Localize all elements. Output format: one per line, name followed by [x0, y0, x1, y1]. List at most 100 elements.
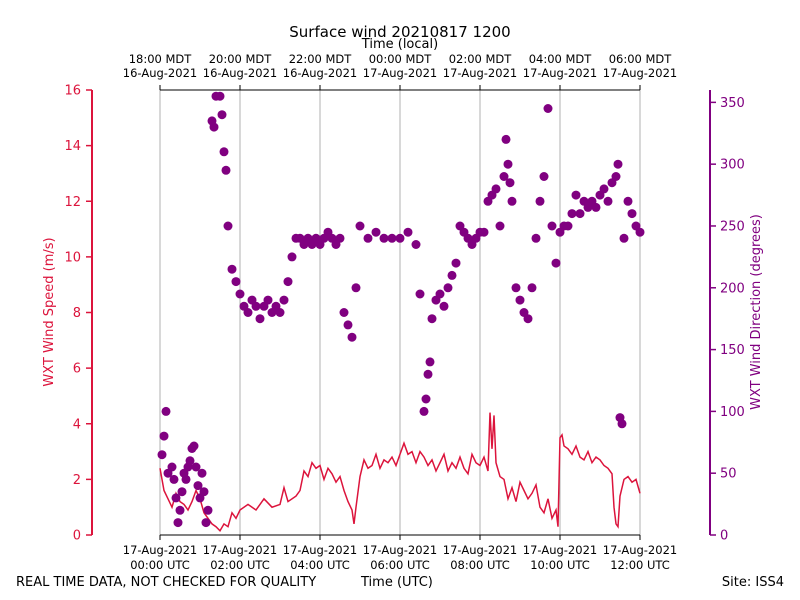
top-x-tick-time: 22:00 MDT [289, 52, 353, 66]
wind-direction-point [363, 233, 373, 243]
bottom-x-tick-date: 17-Aug-2021 [443, 543, 517, 557]
wind-direction-point [351, 283, 361, 293]
wind-direction-point [531, 233, 541, 243]
wind-direction-point [505, 178, 515, 188]
bottom-x-tick-date: 17-Aug-2021 [603, 543, 677, 557]
wind-direction-point [403, 227, 413, 237]
wind-direction-point [439, 301, 449, 311]
wind-direction-point [193, 481, 203, 491]
wind-direction-point [567, 209, 577, 219]
wind-direction-point [235, 289, 245, 299]
wind-direction-point [217, 110, 227, 120]
wind-direction-point [175, 505, 185, 515]
wind-direction-point [171, 493, 181, 503]
axes: 0 2 4 6 8 10 12 14 16 0 50 100 150 200 250 300 350 17-Aug… [64, 52, 744, 572]
bottom-x-axis-label: Time (UTC) [361, 575, 433, 590]
wind-direction-point [539, 172, 549, 181]
wind-direction-point [443, 283, 453, 293]
wind-direction-point [173, 518, 183, 528]
left-y-tick-label: 2 [73, 473, 81, 488]
wind-direction-point [185, 456, 195, 466]
top-x-tick-date: 16-Aug-2021 [283, 66, 357, 80]
wind-direction-point [619, 233, 629, 243]
top-x-axis-label: Time (local) [361, 37, 438, 52]
wind-direction-point [197, 468, 207, 478]
right-y-tick-label: 50 [720, 467, 737, 482]
quality-disclaimer: REAL TIME DATA, NOT CHECKED FOR QUALITY [16, 575, 317, 590]
left-y-tick-label: 4 [73, 417, 81, 432]
right-y-tick-label: 150 [720, 343, 745, 358]
wind-direction-point [159, 431, 169, 441]
bottom-x-tick-time: 00:00 UTC [130, 558, 190, 572]
top-x-tick-date: 17-Aug-2021 [363, 66, 437, 80]
wind-direction-point [515, 295, 525, 305]
wind-direction-point [219, 147, 229, 157]
right-y-tick-label: 350 [720, 96, 745, 111]
left-y-tick-label: 6 [73, 362, 81, 377]
left-y-tick-label: 10 [64, 250, 81, 265]
wind-direction-point [617, 419, 627, 429]
wind-direction-point [283, 277, 293, 287]
wind-direction-point [543, 104, 553, 113]
bottom-x-tick-date: 17-Aug-2021 [123, 543, 197, 557]
wind-direction-point [335, 233, 345, 243]
wind-direction-point [571, 190, 581, 200]
data-series [157, 91, 645, 533]
wind-direction-point [423, 369, 433, 379]
wind-direction-point [387, 233, 397, 243]
wind-direction-point [503, 159, 513, 169]
top-x-tick-date: 16-Aug-2021 [203, 66, 277, 80]
top-x-tick-time: 20:00 MDT [209, 52, 273, 66]
wind-direction-point [527, 283, 537, 293]
bottom-x-tick-date: 17-Aug-2021 [363, 543, 437, 557]
left-y-tick-label: 12 [64, 195, 81, 210]
top-x-tick-time: 02:00 MDT [449, 52, 513, 66]
bottom-x-tick-time: 12:00 UTC [610, 558, 670, 572]
wind-direction-point [491, 184, 501, 194]
bottom-x-tick-time: 04:00 UTC [290, 558, 350, 572]
bottom-x-tick-time: 08:00 UTC [450, 558, 510, 572]
wind-direction-point [231, 277, 241, 287]
wind-direction-point [215, 91, 225, 101]
wind-direction-point [495, 221, 505, 231]
wind-direction-point [635, 227, 645, 237]
wind-direction-point [563, 221, 573, 231]
wind-direction-point [279, 295, 289, 305]
wind-direction-point [221, 165, 231, 175]
bottom-x-tick-time: 06:00 UTC [370, 558, 430, 572]
top-x-tick-time: 18:00 MDT [129, 52, 193, 66]
wind-direction-point [427, 314, 437, 324]
wind-direction-point [479, 227, 489, 237]
wind-direction-point [535, 196, 545, 206]
wind-direction-point [511, 283, 521, 293]
wind-direction-point [447, 270, 457, 280]
wind-direction-point [157, 450, 167, 460]
wind-direction-point [167, 462, 177, 472]
chart-title: Surface wind 20210817 1200 [289, 23, 510, 41]
right-y-tick-label: 0 [720, 529, 728, 544]
wind-direction-point [425, 357, 435, 367]
wind-direction-point [419, 406, 429, 416]
wind-direction-point [191, 462, 201, 472]
right-y-axis-label: WXT Wind Direction (degrees) [749, 214, 764, 410]
wind-direction-point [343, 320, 353, 330]
wind-direction-point [613, 159, 623, 169]
left-y-tick-label: 14 [64, 139, 81, 154]
left-y-tick-label: 16 [64, 84, 81, 99]
wind-direction-point [499, 172, 509, 181]
wind-direction-point [501, 134, 511, 144]
wind-direction-point [451, 258, 461, 268]
wind-direction-point [395, 233, 405, 243]
wind-direction-point [275, 308, 285, 317]
wind-direction-point [287, 252, 297, 262]
wind-direction-point [575, 209, 585, 219]
bottom-x-tick-time: 10:00 UTC [530, 558, 590, 572]
top-x-tick-time: 04:00 MDT [529, 52, 593, 66]
bottom-x-tick-date: 17-Aug-2021 [283, 543, 357, 557]
wind-direction-point [355, 221, 365, 231]
wind-direction-point [371, 227, 381, 237]
wind-direction-point [421, 394, 431, 404]
top-x-tick-date: 17-Aug-2021 [603, 66, 677, 80]
right-y-tick-label: 250 [720, 219, 745, 234]
wind-direction-point [435, 289, 445, 299]
